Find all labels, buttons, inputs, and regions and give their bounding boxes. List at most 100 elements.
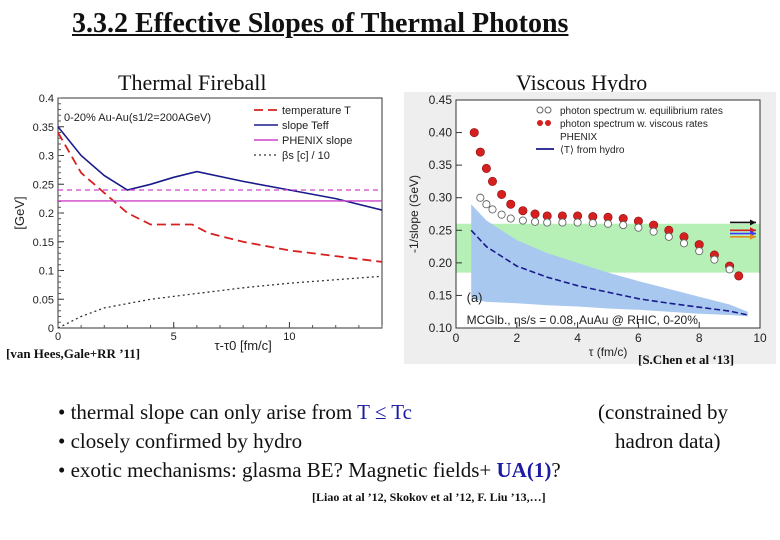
point-photon-spectrum-w-equilibrium-rates: [725, 265, 734, 274]
bullet-1-text: • thermal slope can only arise from: [58, 400, 358, 424]
y-axis-label: -1/slope (GeV): [407, 175, 421, 253]
x-tick-label: 0: [453, 331, 460, 345]
bullet-2-text: • closely confirmed by hydro: [58, 429, 303, 453]
y-tick-label: 0.20: [429, 256, 453, 270]
series-line--t-from-hydro: [470, 229, 748, 316]
y-tick-label: 0.15: [33, 237, 54, 249]
y-tick-label: 0.35: [429, 158, 453, 172]
bullet-3-ua1: UA(1): [496, 458, 552, 482]
point-photon-spectrum-w-equilibrium-rates: [664, 232, 673, 241]
point-photon-spectrum-w-viscous-rates: [734, 271, 744, 281]
legend-swatch: [536, 106, 544, 114]
y-tick-label: 0.2: [39, 208, 54, 220]
point-photon-spectrum-w-equilibrium-rates: [679, 239, 689, 248]
point-photon-spectrum-w-equilibrium-rates: [710, 255, 719, 264]
viscous-hydro-chart: 0.10 0.15 0.20 0.25 0.30 0.35 0.40 0.45 0 2 4 6 8 10 -…: [404, 92, 776, 364]
point-photon-spectrum-w-equilibrium-rates: [558, 218, 567, 227]
point-photon-spectrum-w-viscous-rates: [481, 163, 491, 173]
point-photon-spectrum-w-equilibrium-rates: [634, 223, 643, 232]
point-photon-spectrum-w-viscous-rates: [497, 189, 507, 199]
x-tick-label: 10: [753, 331, 767, 345]
phenix-arrowhead: [750, 219, 756, 226]
y-tick-label: 0.35: [33, 122, 54, 134]
x-tick-label: 0: [55, 331, 61, 343]
bullet-1-right: (constrained by: [598, 400, 729, 424]
slide-title: 3.3.2 Effective Slopes of Thermal Photon…: [72, 8, 569, 39]
legend-label: temperature T: [282, 105, 351, 117]
references: [Liao at al ’12, Skokov et al ’12, F. Li…: [312, 490, 546, 504]
phenix-arrowhead: [750, 233, 756, 240]
legend-label: slope Teff: [282, 120, 330, 132]
point-photon-spectrum-w-equilibrium-rates: [588, 219, 597, 228]
point-photon-spectrum-w-equilibrium-rates: [695, 247, 704, 256]
legend-label: ⟨T⟩ from hydro: [560, 145, 625, 156]
point-photon-spectrum-w-equilibrium-rates: [482, 200, 491, 209]
hydro-uncertainty-band: [471, 204, 748, 317]
x-tick-label: 2: [513, 331, 520, 345]
y-tick-label: 0.1: [39, 266, 54, 278]
point-photon-spectrum-w-viscous-rates: [469, 128, 479, 138]
point-photon-spectrum-w-equilibrium-rates: [497, 210, 506, 219]
left-citation: [van Hees,Gale+RR ’11]: [6, 346, 141, 361]
point-photon-spectrum-w-equilibrium-rates: [649, 227, 658, 236]
point-photon-spectrum-w-viscous-rates: [487, 176, 497, 186]
legend-label: PHENIX slope: [282, 135, 352, 147]
y-tick-label: 0.10: [429, 321, 453, 335]
x-axis-label: τ (fm/c): [589, 345, 628, 359]
y-tick-label: 0.40: [429, 126, 453, 140]
bullet-2-right: hadron data): [615, 429, 721, 453]
left-panel-title: Thermal Fireball: [118, 70, 267, 95]
point-photon-spectrum-w-equilibrium-rates: [603, 219, 613, 228]
thermal-fireball-chart: 0 0.05 0.1 0.15 0.2 0.25 0.3 0.35 0.4 0 5 10 [GeV] τ-…: [2, 92, 390, 364]
legend-label: photon spectrum w. viscous rates: [560, 119, 708, 130]
point-photon-spectrum-w-equilibrium-rates: [488, 205, 497, 214]
y-tick-label: 0.30: [429, 191, 453, 205]
point-photon-spectrum-w-viscous-rates: [530, 209, 540, 219]
legend-swatch: [544, 106, 552, 114]
legend-swatch: [537, 120, 543, 126]
panel-label: (a): [467, 290, 483, 305]
point-photon-spectrum-w-equilibrium-rates: [530, 217, 540, 226]
bullet-3-end: ?: [551, 458, 561, 482]
legend-swatch: [545, 120, 551, 126]
y-tick-label: 0.45: [429, 93, 453, 107]
legend-label: photon spectrum w. equilibrium rates: [560, 106, 723, 117]
y-tick-label: 0: [48, 323, 54, 335]
bullet-2: • closely confirmed by hydro hadron data…: [58, 427, 721, 456]
bullet-1-condition: T ≤ Tc: [357, 400, 412, 424]
right-citation: [S.Chen et al ‘13]: [638, 352, 735, 367]
x-tick-label: 10: [283, 331, 295, 343]
point-photon-spectrum-w-equilibrium-rates: [619, 221, 628, 230]
point-photon-spectrum-w-viscous-rates: [518, 206, 528, 216]
x-tick-label: 4: [574, 331, 581, 345]
legend-label: βs [c] / 10: [282, 150, 330, 162]
bullet-list: • thermal slope can only arise from T ≤ …: [58, 398, 728, 485]
bullet-1: • thermal slope can only arise from T ≤ …: [58, 398, 728, 427]
plot-frame: [455, 99, 761, 329]
y-tick-label: 0.25: [33, 179, 54, 191]
x-axis-label: τ-τ0 [fm/c]: [215, 338, 272, 353]
point-photon-spectrum-w-viscous-rates: [506, 199, 516, 209]
point-photon-spectrum-w-equilibrium-rates: [476, 193, 485, 202]
bullet-3-text: • exotic mechanisms: glasma BE? Magnetic…: [58, 458, 497, 482]
series-line-slope-teff: [57, 126, 383, 211]
point-photon-spectrum-w-equilibrium-rates: [573, 218, 582, 227]
plot-annotation: MCGlb., ηs/s = 0.08, AuAu @ RHIC, 0-20%: [467, 313, 699, 327]
right-panel-title: Viscous Hydro: [516, 70, 648, 95]
point-photon-spectrum-w-equilibrium-rates: [543, 218, 552, 227]
y-tick-label: 0.4: [39, 93, 54, 105]
legend-label: PHENIX: [560, 132, 598, 143]
bullet-3: • exotic mechanisms: glasma BE? Magnetic…: [58, 456, 561, 485]
point-photon-spectrum-w-equilibrium-rates: [506, 214, 515, 223]
x-tick-label: 6: [635, 331, 642, 345]
y-tick-label: 0.05: [33, 294, 54, 306]
point-photon-spectrum-w-viscous-rates: [475, 147, 485, 157]
series-line-temperature-t: [57, 132, 383, 263]
y-tick-label: 0.25: [429, 223, 453, 237]
y-axis-label: [GeV]: [12, 196, 27, 229]
x-tick-label: 8: [696, 331, 703, 345]
y-tick-label: 0.15: [429, 288, 453, 302]
point-photon-spectrum-w-equilibrium-rates: [518, 216, 527, 225]
plot-annotation: 0-20% Au-Au(s1/2=200AGeV): [64, 112, 211, 124]
y-tick-label: 0.3: [39, 151, 54, 163]
